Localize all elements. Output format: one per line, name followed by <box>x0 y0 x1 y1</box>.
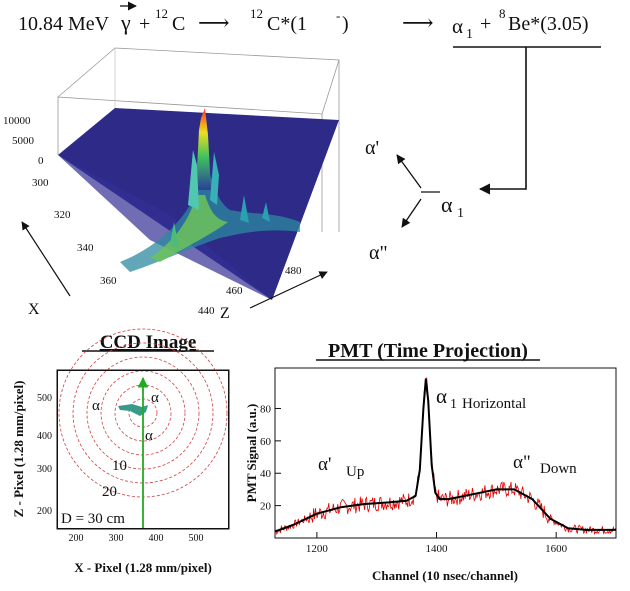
pmt-title: PMT (Time Projection) <box>328 340 528 362</box>
pmt-annot-alpha-prime: α' <box>318 454 331 475</box>
alpha1-subscript: 1 <box>466 27 473 42</box>
ccd-xtick-400: 400 <box>149 533 164 544</box>
decay-alpha1-subscript: 1 <box>457 206 464 221</box>
decay-alpha-prime-label: α' <box>365 137 379 159</box>
ccd-ring-label-10: 10 <box>112 458 127 474</box>
ccd-alpha-label-right: α <box>151 390 159 406</box>
decay-alpha1-label: α <box>441 192 453 217</box>
pmt-ytick-label: 60 <box>260 436 272 448</box>
pmt-annot-alpha1: α <box>436 384 447 408</box>
c12star-symbol: C*(1 <box>267 13 307 35</box>
pmt-x-axis-label: Channel (10 nsec/channel) <box>372 568 518 583</box>
beam-energy: 10.84 MeV <box>18 13 110 35</box>
pmt-ytick-label: 80 <box>260 403 272 415</box>
surface-ztick-480: 480 <box>285 265 302 277</box>
surface-xtick-340: 340 <box>77 242 94 254</box>
surface-spike-3 <box>240 195 249 223</box>
surface-x-axis-arrow <box>21 221 71 297</box>
surface-ztick-460: 460 <box>226 285 243 297</box>
gamma-symbol: γ <box>120 10 131 35</box>
pmt-annot-alpha1-sub: 1 <box>450 397 457 412</box>
ccd-xtick-500: 500 <box>189 533 204 544</box>
surface-xtick-360: 360 <box>100 275 117 287</box>
surface-spike-2 <box>210 152 219 205</box>
plus-sign-2: + <box>480 13 491 35</box>
surface-ridge-green <box>150 195 228 262</box>
surface-shade <box>58 155 272 300</box>
pmt-fit-series <box>274 378 616 533</box>
be8-symbol: Be*(3.05) <box>508 13 589 35</box>
ccd-ytick-300: 300 <box>37 464 52 475</box>
pmt-xtick-label: 1400 <box>426 543 449 555</box>
reaction-equation: 10.84 MeV γ + 12 C ⟶ 12 C*(1 - ) ⟶ α 1 +… <box>18 1 601 48</box>
ccd-alpha-label-left: α <box>92 398 100 414</box>
surface-ztick-440: 440 <box>198 305 215 317</box>
decay-path-arrow <box>478 47 527 195</box>
surface-spike-5 <box>170 222 179 248</box>
surface-xtick-320: 320 <box>54 209 71 221</box>
ccd-y-axis-label: Z - Pixel (1.28 mm/pixel) <box>11 381 26 518</box>
ccd-ytick-500: 500 <box>37 393 52 404</box>
surface-x-label: X <box>28 301 40 318</box>
c12star-mass-number: 12 <box>250 6 263 21</box>
pmt-xtick-label: 1600 <box>545 543 568 555</box>
c12-mass-number: 12 <box>155 6 168 21</box>
pmt-xtick-label: 1200 <box>306 543 329 555</box>
surface-spike-4 <box>262 202 270 222</box>
surface-ztick-10000: 10000 <box>3 115 31 127</box>
ccd-frame-overlay <box>57 370 229 529</box>
surface-ztick-5000: 5000 <box>12 135 35 147</box>
ccd-x-axis-label: X - Pixel (1.28 mm/pixel) <box>74 560 212 575</box>
surface-ztick-0: 0 <box>38 155 44 167</box>
surface-plot: 10000 5000 0 300 320 340 360 440 460 480… <box>3 47 340 322</box>
pmt-y-axis-label: PMT Signal (a.u.) <box>244 404 259 503</box>
pmt-annot-down: Down <box>540 461 577 477</box>
surface-peak <box>196 108 211 190</box>
ccd-ytick-200: 200 <box>37 506 52 517</box>
plus-sign-1: + <box>139 13 150 35</box>
pmt-annot-up: Up <box>346 464 364 480</box>
decay-alpha-double-label: α" <box>369 242 388 264</box>
c12-symbol: C <box>172 13 185 35</box>
surface-z-axis-arrow <box>249 271 328 309</box>
c12star-close: ) <box>342 13 349 35</box>
c12star-parity: - <box>336 8 340 23</box>
pmt-annot-alpha-double: α" <box>513 452 531 473</box>
pmt-ytick-label: 40 <box>260 468 272 480</box>
reaction-arrow-2: ⟶ <box>402 10 434 35</box>
pmt-annot-horizontal: Horizontal <box>462 396 526 412</box>
surface-track <box>120 140 300 272</box>
alpha1-symbol: α <box>452 14 463 38</box>
ccd-alpha-label-lower: α <box>145 428 153 444</box>
alpha-prime-arrow <box>396 154 422 189</box>
ccd-ytick-400: 400 <box>37 431 52 442</box>
surface-z-label: Z <box>220 305 230 322</box>
pmt-chart: PMT (Time Projection) 20 40 60 80 1200 1400 16… <box>244 340 617 583</box>
ccd-xtick-300: 300 <box>109 533 124 544</box>
pmt-ytick-label: 20 <box>260 501 272 513</box>
alpha-double-arrow <box>401 198 422 228</box>
surface-xtick-300: 300 <box>32 177 49 189</box>
decay-diagram: α' α" α 1 <box>365 47 527 264</box>
ccd-ring-label-30: D = 30 cm <box>61 511 125 527</box>
surface-spike-1 <box>188 150 199 210</box>
reaction-arrow-1: ⟶ <box>198 10 230 35</box>
be8-mass-number: 8 <box>499 6 506 21</box>
ccd-track-blob <box>118 404 148 416</box>
ccd-ring-label-20: 20 <box>102 484 117 500</box>
ccd-panel: CCD Image α α α 10 20 D = 30 cm 200 300 … <box>11 328 230 575</box>
pmt-marks: 20 40 60 80 1200 1400 1600 <box>260 376 617 555</box>
ccd-xtick-200: 200 <box>69 533 84 544</box>
ccd-ring <box>72 342 214 484</box>
box-top-frame <box>56 47 340 115</box>
ccd-title: CCD Image <box>100 332 197 353</box>
